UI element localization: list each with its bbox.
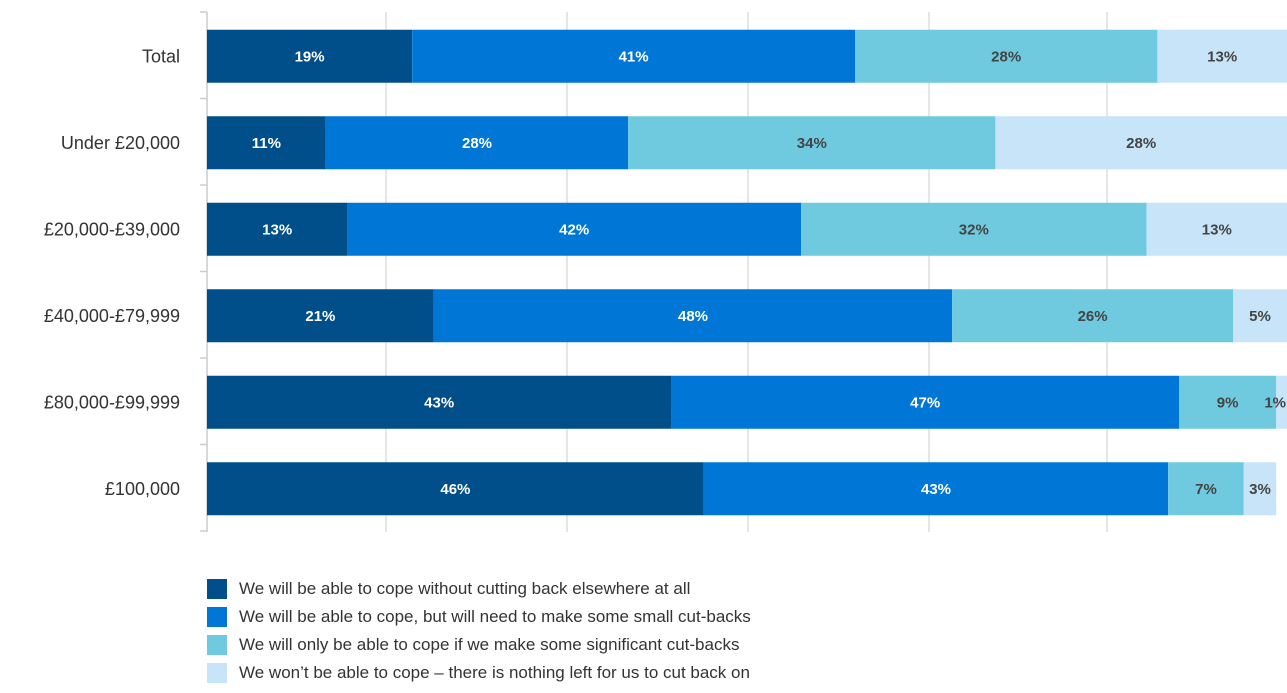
bar-segment <box>801 202 1147 256</box>
data-label: 28% <box>1126 135 1156 152</box>
legend-item: We will only be able to cope if we make … <box>207 631 751 659</box>
category-label: Total <box>142 46 180 66</box>
bar-segment <box>952 289 1233 343</box>
category-axis <box>200 11 208 532</box>
legend-label: We will be able to cope, but will need t… <box>239 607 751 626</box>
legend-label: We will be able to cope without cutting … <box>239 579 691 598</box>
bar-segment <box>412 29 855 83</box>
data-label: 3% <box>1249 481 1271 498</box>
category-label: £40,000-£79,999 <box>44 306 180 326</box>
bar-segment <box>207 202 348 256</box>
data-label: 11% <box>252 135 281 152</box>
bar-segment <box>1168 462 1244 516</box>
data-label: 43% <box>424 394 454 411</box>
bar-segment <box>1276 375 1287 429</box>
bar-segment <box>995 116 1287 170</box>
data-label: 41% <box>619 48 649 65</box>
bar-segment <box>1157 29 1287 83</box>
category-label: £100,000 <box>105 479 180 499</box>
bar-segment <box>433 289 953 343</box>
legend-swatch <box>207 607 227 627</box>
bar-segment <box>207 375 672 429</box>
data-label: 13% <box>262 221 292 238</box>
data-label: 5% <box>1249 308 1271 325</box>
bar-segment <box>1233 289 1287 343</box>
legend-swatch <box>207 663 227 683</box>
legend-item: We will be able to cope without cutting … <box>207 575 751 603</box>
gridlines <box>385 12 1108 532</box>
data-label: 48% <box>678 308 708 325</box>
data-label: 13% <box>1202 221 1232 238</box>
data-label: 26% <box>1078 308 1108 325</box>
bar-labels: 19% 41% 28% 13% 11% 28% 34% 28% 13% 42% 32% 13% 21% 4… <box>252 48 1286 498</box>
data-label: 13% <box>1207 48 1237 65</box>
data-label: 47% <box>910 394 940 411</box>
bar-segment <box>628 116 996 170</box>
category-label: £80,000-£99,999 <box>44 392 180 412</box>
category-label: £20,000-£39,000 <box>44 219 180 239</box>
data-label: 32% <box>959 221 989 238</box>
data-label: 9% <box>1217 394 1239 411</box>
data-label: 34% <box>797 135 827 152</box>
bar-segment <box>207 29 413 83</box>
bar-segment <box>1179 375 1277 429</box>
bar-segment <box>325 116 629 170</box>
data-label: 43% <box>921 481 951 498</box>
legend: We will be able to cope without cutting … <box>207 575 751 687</box>
bar-segment <box>207 462 704 516</box>
data-label: 21% <box>305 308 335 325</box>
bar-segment <box>1243 462 1277 516</box>
data-label: 42% <box>559 221 589 238</box>
legend-label: We won’t be able to cope – there is noth… <box>239 663 750 682</box>
category-labels: Total Under £20,000 £20,000-£39,000 £40,000… <box>44 46 180 499</box>
bar-segment <box>855 29 1158 83</box>
legend-item: We will be able to cope, but will need t… <box>207 603 751 631</box>
legend-label: We will only be able to cope if we make … <box>239 635 740 654</box>
legend-item: We won’t be able to cope – there is noth… <box>207 659 751 687</box>
data-label: 28% <box>462 135 492 152</box>
data-label: 19% <box>295 48 325 65</box>
bar-segment <box>671 375 1179 429</box>
data-label: 1% <box>1264 394 1286 411</box>
bar-segment <box>1146 202 1287 256</box>
bars <box>207 29 1287 516</box>
bar-segment <box>703 462 1169 516</box>
bar-segment <box>207 116 326 170</box>
bar-segment <box>207 289 434 343</box>
legend-swatch <box>207 579 227 599</box>
data-label: 28% <box>991 48 1021 65</box>
data-label: 7% <box>1195 481 1217 498</box>
legend-swatch <box>207 635 227 655</box>
bar-segment <box>347 202 801 256</box>
category-label: Under £20,000 <box>61 133 180 153</box>
data-label: 46% <box>440 481 470 498</box>
